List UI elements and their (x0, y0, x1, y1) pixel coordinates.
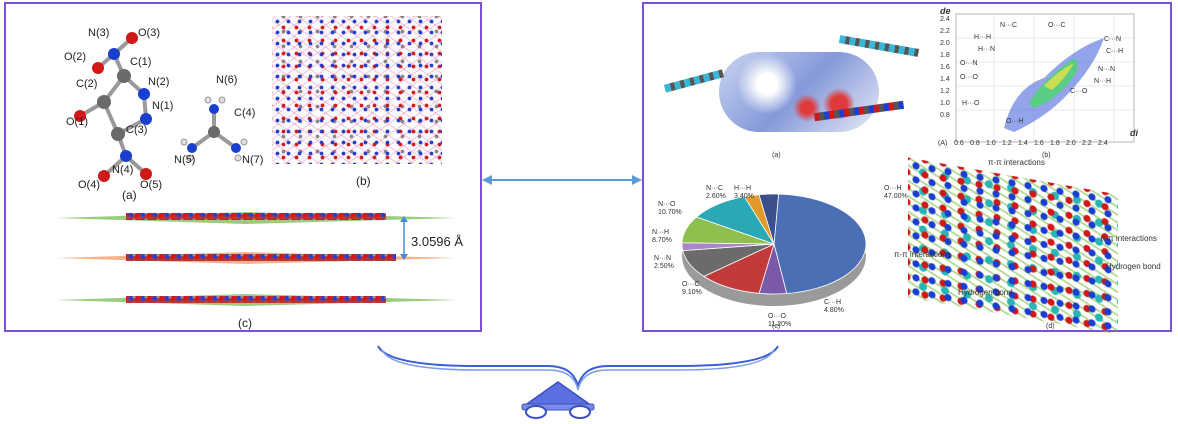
panel-label-c: (c) (238, 316, 252, 330)
pie-label: N···H 8.70% (652, 229, 672, 244)
y-tick: 1.4 (940, 76, 950, 83)
pie-label: N···C 2.60% (706, 185, 726, 200)
pie-label: O···H 47.00% (884, 185, 908, 200)
interaction-label: π-π interactions (988, 158, 1045, 167)
interaction-stack-image (908, 157, 1118, 335)
panel-label-a: (a) (772, 152, 781, 159)
panel-label-b: (b) (356, 174, 371, 188)
contact-label: N···H (1094, 78, 1112, 85)
atom-label: N(6) (216, 74, 238, 86)
axis-unit: (A) (938, 140, 948, 147)
fingerprint-plot (955, 13, 1135, 143)
x-tick: 2.4 (1098, 140, 1108, 147)
atom-label: N(1) (152, 100, 174, 112)
atom-label: O(3) (138, 27, 160, 39)
contact-label: O···C (1048, 22, 1066, 29)
interaction-label: Hydrogen bond (958, 288, 1013, 297)
contact-label: O···N (960, 60, 978, 67)
pie-label: O···C 9.10% (682, 281, 702, 296)
interaction-label: π-π interactions (894, 250, 951, 259)
bracket-connector (377, 345, 779, 391)
interaction-label: Hydrogen bond (1106, 262, 1161, 271)
atom-label: C(3) (126, 124, 148, 136)
y-tick: 0.8 (940, 112, 950, 119)
x-tick: 0.8 (970, 140, 980, 147)
molecule-a-structure (74, 32, 248, 182)
double-arrow (482, 175, 642, 185)
x-tick: 0.6 (954, 140, 964, 147)
axis-di: di (1130, 128, 1138, 138)
interlayer-spacing: 3.0596 Å (411, 234, 464, 249)
y-tick: 2.2 (940, 28, 950, 35)
contact-label: C···N (1104, 36, 1122, 43)
atom-label: O(2) (64, 51, 86, 63)
base-icon (521, 381, 595, 419)
atom-label: C(1) (130, 56, 152, 68)
panel-label-a: (a) (122, 188, 137, 202)
interaction-label: π-π interactions (1100, 234, 1157, 243)
pie-label: N···N 2.50% (654, 255, 674, 270)
x-tick: 1.8 (1050, 140, 1060, 147)
x-tick: 1.6 (1034, 140, 1044, 147)
contact-label: H···H (974, 34, 992, 41)
contact-label: C···O (1070, 88, 1088, 95)
atom-label: N(2) (148, 76, 170, 88)
contact-label: O···O (960, 74, 978, 81)
pie-label: C···H 4.80% (824, 299, 844, 314)
atom-label: O(1) (66, 116, 88, 128)
pie-slice (773, 193, 867, 294)
atom-label: C(4) (234, 107, 256, 119)
packing-network-image (272, 16, 442, 164)
atom-label: C(2) (76, 78, 98, 90)
y-tick: 2.0 (940, 40, 950, 47)
atom-label: N(3) (88, 27, 110, 39)
atom-label: N(4) (112, 164, 134, 176)
y-tick: 1.6 (940, 64, 950, 71)
y-tick: 1.0 (940, 100, 950, 107)
contact-label: H···O (962, 100, 980, 107)
pie-slice (703, 243, 775, 294)
right-figure-panel: (a) de di (A) 2.4 2.2 2.0 1.8 1.6 1.4 1.… (642, 2, 1172, 335)
contact-pie-chart: O···H 47.00% C···H 4.80% O···O 11.20% O···C 9.1… (652, 185, 908, 328)
contact-label: O···H (1006, 118, 1024, 125)
y-tick: 1.8 (940, 52, 950, 59)
y-tick: 1.2 (940, 88, 950, 95)
atom-label: N(5) (174, 154, 196, 166)
axis-de: de (940, 6, 951, 16)
contact-label: N···N (1098, 66, 1116, 73)
panel-label-c: (c) (772, 323, 781, 330)
layer-stack-diagram (56, 212, 456, 306)
pie-label: O···O 11.20% (768, 313, 791, 328)
pie-slice (758, 193, 780, 245)
left-figure-panel: N(3) O(3) O(2) C(1) N(2) C(2) N(1) O(1) … (4, 2, 482, 332)
x-tick: 1.2 (1002, 140, 1012, 147)
contact-label: N···C (1000, 22, 1018, 29)
panel-label-d: (d) (1046, 323, 1055, 330)
atom-label: O(5) (140, 179, 162, 191)
x-tick: 1.4 (1018, 140, 1028, 147)
x-tick: 2.2 (1082, 140, 1092, 147)
hirshfeld-surface-image (663, 22, 924, 142)
atom-label: N(7) (242, 154, 264, 166)
atom-label: O(4) (78, 179, 100, 191)
y-tick: 2.4 (940, 16, 950, 23)
x-tick: 1.0 (986, 140, 996, 147)
panel-label-b: (b) (1042, 152, 1051, 159)
pie-label: H···H 3.40% (734, 185, 754, 200)
pie-label: N···O 10.70% (658, 201, 682, 216)
contact-label: C···H (1106, 48, 1124, 55)
x-tick: 2.0 (1066, 140, 1076, 147)
contact-label: H···N (978, 46, 996, 53)
